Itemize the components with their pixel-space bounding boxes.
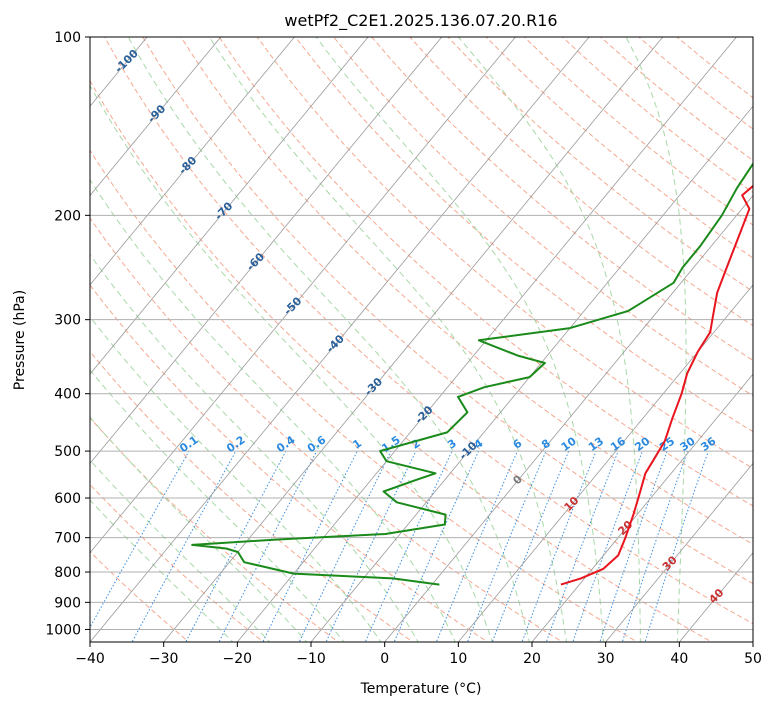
x-tick-label: −30 <box>149 651 179 667</box>
dry-adiabat-line <box>295 37 753 433</box>
dry-adiabat-line <box>142 37 753 585</box>
x-tick-label: 50 <box>744 651 762 667</box>
dry-adiabat-line <box>333 37 753 397</box>
dry-adiabat-line <box>371 37 753 361</box>
x-tick-label: −10 <box>296 651 326 667</box>
dry-adiabat-line <box>90 217 564 642</box>
isotherm-line <box>90 37 443 465</box>
dry-adiabat-line <box>218 37 753 507</box>
isotherm-line <box>90 37 369 375</box>
mixing-ratio-line <box>364 450 453 642</box>
dry-adiabat-line <box>90 417 340 642</box>
x-tick-label: −20 <box>223 651 253 667</box>
mixing-ratio-line <box>621 450 689 642</box>
series-layer <box>191 162 753 586</box>
isotherm-line <box>236 37 737 642</box>
grid <box>90 37 753 642</box>
y-tick-label: 200 <box>54 208 81 224</box>
mixing-ratio-line <box>521 450 597 642</box>
x-tick-label: 40 <box>670 651 688 667</box>
mixing-ratio-line <box>298 450 392 642</box>
y-tick-label: 700 <box>54 531 81 547</box>
isotherm-line <box>531 373 753 642</box>
dry-adiabat-line <box>104 37 753 625</box>
chart-title: wetPf2_C2E1.2025.136.07.20.R16 <box>284 11 557 31</box>
dry-adiabat-line <box>447 37 753 293</box>
y-tick-label: 1000 <box>45 622 81 638</box>
mixing-ratio-line <box>393 450 480 642</box>
mixing-ratio-line <box>644 450 709 642</box>
mixing-ratio-line <box>545 450 619 642</box>
plot-frame <box>89 36 754 643</box>
isotherm-line <box>310 105 753 642</box>
x-tick-label: 30 <box>597 651 615 667</box>
y-tick-label: 500 <box>54 444 81 460</box>
isotherm-line <box>90 37 590 642</box>
mixing-ratio-line <box>572 450 643 642</box>
y-tick-label: 100 <box>54 30 81 46</box>
y-tick-label: 300 <box>54 313 81 329</box>
y-tick-label: 400 <box>54 387 81 403</box>
isotherm-line <box>90 37 222 197</box>
x-tick-label: 0 <box>380 651 389 667</box>
y-tick-label: 900 <box>54 595 81 611</box>
mixing-ratio-line <box>185 450 287 642</box>
y-axis-label: Pressure (hPa) <box>12 290 28 390</box>
isotherm-line <box>90 37 295 286</box>
mixing-ratio-line <box>435 450 518 642</box>
isotherm-line <box>457 284 753 642</box>
x-axis-label: Temperature (°C) <box>360 681 482 697</box>
temperature-line <box>560 184 753 586</box>
y-tick-label: 800 <box>54 565 81 581</box>
isotherm-line <box>90 37 516 554</box>
x-axis: −40 −30 −20 −10 0 10 20 30 40 50 <box>75 642 762 667</box>
y-axis: 100 200 300 400 500 600 700 800 900 1000 <box>45 30 90 638</box>
mixing-ratio-line <box>599 450 668 642</box>
dewpoint-line <box>191 162 753 586</box>
mixing-ratio-line <box>325 450 417 642</box>
moist-adiabat-line <box>90 178 456 642</box>
isotherm-line <box>384 194 753 642</box>
x-tick-label: 10 <box>449 651 467 667</box>
y-tick-label: 600 <box>54 491 81 507</box>
isotherm-line <box>605 462 753 642</box>
mixing-ratio-line <box>491 450 570 642</box>
x-tick-label: 20 <box>523 651 541 667</box>
x-tick-label: −40 <box>75 651 105 667</box>
